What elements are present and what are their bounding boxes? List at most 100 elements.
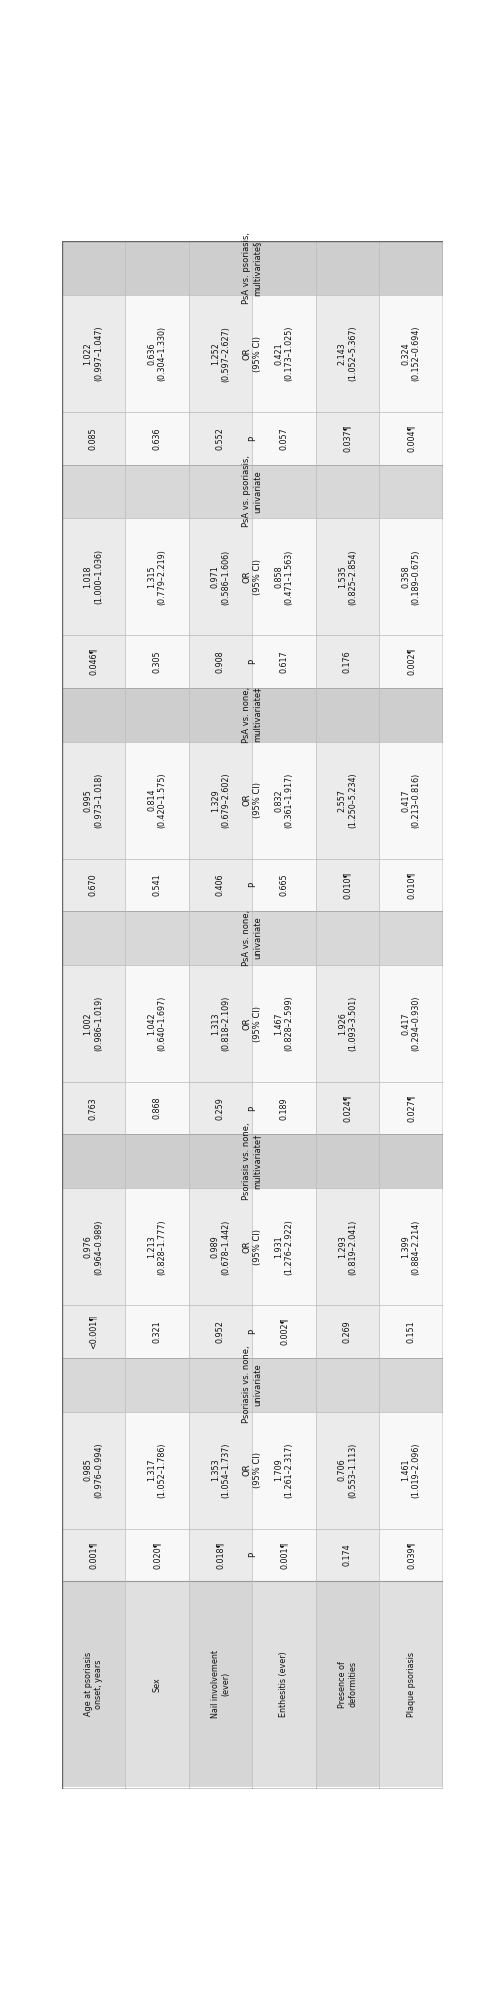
Bar <box>252 742 316 858</box>
Bar <box>316 1582 379 1787</box>
Bar <box>316 965 379 1081</box>
Bar <box>379 1081 443 1134</box>
Text: Psoriasis vs. none,
univariate: Psoriasis vs. none, univariate <box>243 1347 262 1423</box>
Bar <box>252 1081 316 1134</box>
Bar <box>62 241 443 295</box>
Text: 0.269: 0.269 <box>343 1321 352 1343</box>
Bar <box>188 858 252 911</box>
Text: 0.305: 0.305 <box>153 651 161 673</box>
Text: OR
(95% CI): OR (95% CI) <box>243 782 262 818</box>
Bar <box>252 1304 316 1357</box>
Bar <box>125 742 188 858</box>
Bar <box>188 1304 252 1357</box>
Bar <box>125 1530 188 1582</box>
Bar <box>188 412 252 464</box>
Bar <box>316 1530 379 1582</box>
Text: PsA vs. psoriasis,
multivariate§: PsA vs. psoriasis, multivariate§ <box>243 231 262 304</box>
Text: OR
(95% CI): OR (95% CI) <box>243 1228 262 1264</box>
Bar <box>379 1530 443 1582</box>
Bar <box>62 965 443 1081</box>
Text: 0.636
(0.304–1.330): 0.636 (0.304–1.330) <box>147 326 166 382</box>
Bar <box>188 965 252 1081</box>
Text: 0.406: 0.406 <box>216 874 225 896</box>
Text: 1.315
(0.779–2.219): 1.315 (0.779–2.219) <box>147 549 166 605</box>
Text: P: P <box>247 882 257 888</box>
Text: Age at psoriasis
onset, years: Age at psoriasis onset, years <box>84 1652 103 1717</box>
Bar <box>125 1304 188 1357</box>
Bar <box>379 1304 443 1357</box>
Text: 0.706
(0.553–1.113): 0.706 (0.553–1.113) <box>338 1443 357 1497</box>
Bar <box>188 1188 252 1304</box>
Bar <box>62 519 443 635</box>
Text: P: P <box>247 1106 257 1112</box>
Bar <box>62 412 443 464</box>
Text: 1.353
(1.054–1.737): 1.353 (1.054–1.737) <box>211 1443 230 1497</box>
Bar <box>62 1188 443 1304</box>
Text: 1.709
(1.261–2.317): 1.709 (1.261–2.317) <box>274 1443 294 1497</box>
Bar <box>125 1081 188 1134</box>
Text: 0.976
(0.964–0.989): 0.976 (0.964–0.989) <box>84 1220 103 1274</box>
Text: 1.022
(0.997–1.047): 1.022 (0.997–1.047) <box>84 326 103 382</box>
Text: 1.467
(0.828–2.599): 1.467 (0.828–2.599) <box>274 995 294 1051</box>
Bar <box>62 742 443 858</box>
Text: 0.868: 0.868 <box>153 1097 161 1120</box>
Bar <box>188 1582 252 1787</box>
Text: 0.027¶: 0.027¶ <box>406 1093 416 1122</box>
Bar <box>316 742 379 858</box>
Text: 0.858
(0.471–1.563): 0.858 (0.471–1.563) <box>274 549 294 605</box>
Text: 0.617: 0.617 <box>279 651 288 673</box>
Text: 1.042
(0.640–1.697): 1.042 (0.640–1.697) <box>147 995 166 1051</box>
Bar <box>188 1530 252 1582</box>
Text: 1.399
(0.884–2.214): 1.399 (0.884–2.214) <box>401 1220 421 1274</box>
Text: 0.010¶: 0.010¶ <box>406 870 416 898</box>
Bar <box>316 858 379 911</box>
Text: 1.926
(1.093–3.501): 1.926 (1.093–3.501) <box>338 995 357 1051</box>
Text: 1.002
(0.986–1.019): 1.002 (0.986–1.019) <box>84 995 103 1051</box>
Text: PsA vs. psoriasis,
univariate: PsA vs. psoriasis, univariate <box>243 456 262 527</box>
Text: 0.020¶: 0.020¶ <box>153 1542 161 1568</box>
Text: 0.995
(0.973–1.018): 0.995 (0.973–1.018) <box>84 772 103 828</box>
Bar <box>62 1411 125 1530</box>
Text: 0.832
(0.361–1.917): 0.832 (0.361–1.917) <box>274 772 294 828</box>
Bar <box>252 412 316 464</box>
Text: 1.329
(0.679–2.602): 1.329 (0.679–2.602) <box>211 772 230 828</box>
Bar <box>62 295 125 412</box>
Bar <box>125 1582 188 1787</box>
Text: 0.176: 0.176 <box>343 651 352 673</box>
Text: Psoriasis vs. none,
multivariate†: Psoriasis vs. none, multivariate† <box>243 1122 262 1200</box>
Bar <box>62 1081 125 1134</box>
Text: 0.018¶: 0.018¶ <box>216 1542 225 1568</box>
Text: 0.321: 0.321 <box>153 1321 161 1343</box>
Bar <box>252 1411 316 1530</box>
Bar <box>62 635 125 687</box>
Text: 0.989
(0.678–1.442): 0.989 (0.678–1.442) <box>211 1220 230 1274</box>
Bar <box>125 295 188 412</box>
Text: 0.417
(0.213–0.816): 0.417 (0.213–0.816) <box>401 772 421 828</box>
Bar <box>62 1530 125 1582</box>
Text: 1.535
(0.825–2.854): 1.535 (0.825–2.854) <box>338 549 357 605</box>
Text: 1.018
(1.000–1.036): 1.018 (1.000–1.036) <box>84 549 103 605</box>
Text: Plaque psoriasis: Plaque psoriasis <box>406 1652 416 1717</box>
Text: 0.417
(0.294–0.930): 0.417 (0.294–0.930) <box>401 995 421 1051</box>
Text: 2.557
(1.250–5.234): 2.557 (1.250–5.234) <box>338 772 357 828</box>
Text: 0.085: 0.085 <box>89 426 98 450</box>
Text: <0.001¶: <0.001¶ <box>89 1315 98 1349</box>
Bar <box>62 412 125 464</box>
Text: OR
(95% CI): OR (95% CI) <box>243 1451 262 1487</box>
Bar <box>316 1304 379 1357</box>
Bar <box>62 1411 443 1530</box>
Text: 1.931
(1.276–2.922): 1.931 (1.276–2.922) <box>274 1218 294 1274</box>
Text: PsA vs. none,
univariate: PsA vs. none, univariate <box>243 911 262 967</box>
Bar <box>125 519 188 635</box>
Bar <box>125 858 188 911</box>
Text: 0.358
(0.189–0.675): 0.358 (0.189–0.675) <box>401 549 421 605</box>
Text: 0.541: 0.541 <box>153 874 161 896</box>
Bar <box>125 965 188 1081</box>
Bar <box>252 1530 316 1582</box>
Bar <box>188 1081 252 1134</box>
Text: P: P <box>247 1552 257 1558</box>
Text: 0.151: 0.151 <box>406 1321 416 1343</box>
Text: OR
(95% CI): OR (95% CI) <box>243 559 262 595</box>
Bar <box>62 1582 125 1787</box>
Bar <box>62 1081 443 1134</box>
